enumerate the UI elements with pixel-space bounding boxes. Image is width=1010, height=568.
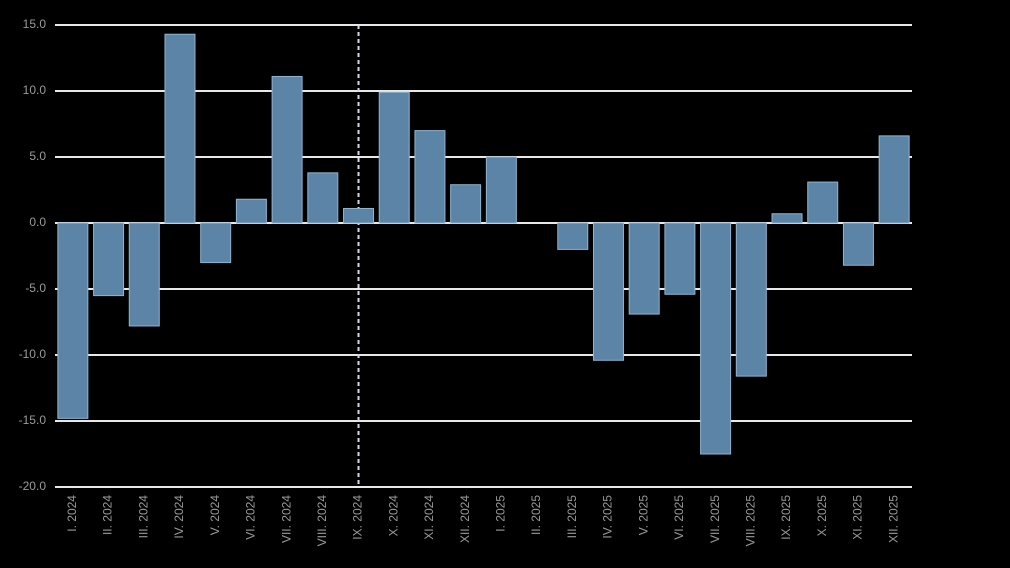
x-tick-label: III. 2024 [136,495,150,539]
x-tick-label: II. 2024 [101,495,115,535]
x-tick-label: V. 2025 [636,495,650,536]
bar [414,130,446,224]
x-tick-label: IX. 2024 [351,495,365,540]
x-tick-label: X. 2025 [815,495,829,537]
y-tick-label: 10.0 [23,83,47,97]
x-tick-label: IV. 2024 [172,495,186,539]
x-tick-label: VII. 2024 [279,495,293,543]
bar [771,213,803,224]
y-tick-label: -15.0 [19,413,47,427]
x-tick-label: XII. 2025 [886,495,900,543]
x-tick-label: VIII. 2024 [315,495,329,547]
bar [735,222,767,377]
bar [57,222,89,419]
bar [271,75,303,224]
bar [557,222,589,250]
bar [485,156,517,224]
bar [878,135,910,224]
bar [200,222,232,264]
bar [628,222,660,315]
x-tick-label: VII. 2025 [708,495,722,543]
x-tick-label: I. 2025 [494,495,508,532]
bar [235,198,267,224]
bar [378,91,410,224]
y-tick-label: -5.0 [25,281,46,295]
y-tick-label: 0.0 [29,215,46,229]
x-tick-label: XI. 2025 [851,495,865,540]
x-tick-label: XII. 2024 [458,495,472,543]
x-tick-label: VI. 2025 [672,495,686,540]
x-tick-label: III. 2025 [565,495,579,539]
bar [700,222,732,455]
x-tick-label: VIII. 2025 [743,495,757,547]
bar [164,33,196,224]
x-tick-label: II. 2025 [529,495,543,535]
bar [807,181,839,224]
bar [307,172,339,224]
x-tick-label: XI. 2024 [422,495,436,540]
x-tick-label: VI. 2024 [244,495,258,540]
bar [93,222,125,297]
bar [664,222,696,295]
bar [592,222,624,361]
bar [128,222,160,327]
y-tick-label: 15.0 [23,17,47,31]
bar [343,207,375,224]
bar [450,184,482,224]
y-tick-label: 5.0 [29,149,46,163]
bar [842,222,874,266]
x-tick-label: V. 2024 [208,495,222,536]
y-tick-label: -10.0 [19,347,47,361]
x-tick-label: IV. 2025 [601,495,615,539]
x-tick-label: I. 2024 [65,495,79,532]
y-tick-label: -20.0 [19,479,47,493]
x-tick-label: IX. 2025 [779,495,793,540]
x-tick-label: X. 2024 [386,495,400,537]
